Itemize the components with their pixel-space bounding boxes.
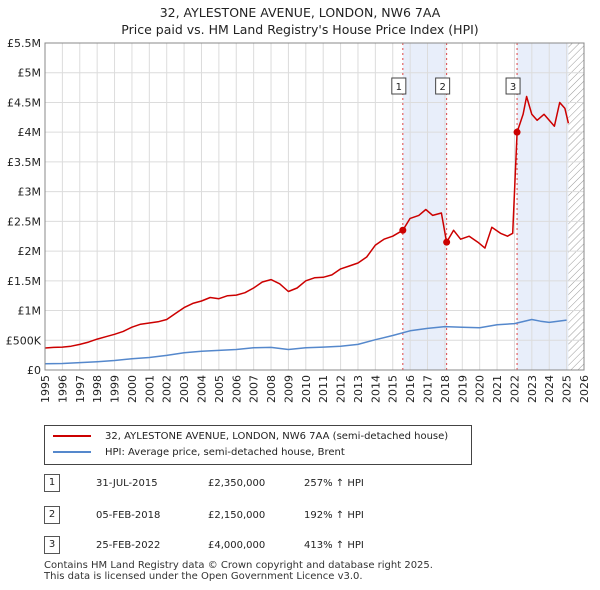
x-tick-label: 2001 xyxy=(143,375,156,403)
transaction-date: 31-JUL-2015 xyxy=(96,478,158,489)
transaction-date: 05-FEB-2018 xyxy=(96,510,161,521)
x-tick-label: 2003 xyxy=(178,375,191,403)
x-tick-label: 2015 xyxy=(387,375,400,403)
transaction-number: 2 xyxy=(44,506,60,524)
transaction-hpi: 192% ↑ HPI xyxy=(304,510,364,521)
hpi-series-line xyxy=(44,318,567,365)
x-tick-label: 2007 xyxy=(248,375,261,403)
x-tick-label: 2006 xyxy=(230,375,243,403)
sale-period-band xyxy=(517,43,569,370)
footer-attribution: Contains HM Land Registry data © Crown c… xyxy=(44,560,433,582)
x-tick-label: 2026 xyxy=(578,375,591,403)
x-tick-label: 2013 xyxy=(352,375,365,403)
x-axis-ticks: 1995 1996 1997 1998 1999 2000 2001 2002 2003 2004… xyxy=(39,375,591,403)
sale-labels: 1 2 3 xyxy=(391,77,521,95)
y-tick-label: £4.5M xyxy=(7,96,41,109)
x-tick-label: 1998 xyxy=(91,375,104,403)
grid-lines xyxy=(44,42,585,371)
transaction-price: £2,150,000 xyxy=(208,510,266,521)
transaction-price: £4,000,000 xyxy=(208,540,266,551)
y-tick-label: £0 xyxy=(27,364,41,377)
x-tick-label: 2020 xyxy=(474,375,487,403)
x-tick-label: 2016 xyxy=(404,375,417,403)
y-tick-label: £3.5M xyxy=(7,156,41,169)
sale-label-box xyxy=(505,77,521,95)
transaction-hpi: 257% ↑ HPI xyxy=(304,478,364,489)
sale-points xyxy=(399,128,521,246)
forecast-hatch xyxy=(568,43,584,370)
transaction-hpi: 413% ↑ HPI xyxy=(304,540,364,551)
x-tick-label: 1996 xyxy=(56,375,69,403)
sale-label-text: 3 xyxy=(510,82,516,93)
sale-label-text: 1 xyxy=(396,82,402,93)
y-tick-label: £1.5M xyxy=(7,275,41,288)
x-tick-label: 1999 xyxy=(109,375,122,403)
sale-label-text: 2 xyxy=(439,82,445,93)
x-tick-label: 2005 xyxy=(213,375,226,403)
sale-point xyxy=(513,128,521,136)
transaction-date: 25-FEB-2022 xyxy=(96,540,161,551)
x-tick-label: 1995 xyxy=(39,375,52,403)
y-tick-label: £3M xyxy=(18,186,42,199)
x-tick-label: 2008 xyxy=(265,375,278,403)
x-tick-label: 2014 xyxy=(369,375,382,403)
series-lines xyxy=(44,95,570,365)
x-tick-label: 2011 xyxy=(317,375,330,403)
chart-title-line1: 32, AYLESTONE AVENUE, LONDON, NW6 7AA xyxy=(159,5,441,20)
footer-line1: Contains HM Land Registry data © Crown c… xyxy=(44,560,433,571)
sale-label-box xyxy=(391,77,407,95)
legend-item-property: 32, AYLESTONE AVENUE, LONDON, NW6 7AA (s… xyxy=(53,429,448,445)
x-tick-label: 2002 xyxy=(161,375,174,403)
legend-swatch-property xyxy=(53,435,91,437)
y-tick-label: £5M xyxy=(18,67,42,80)
x-tick-label: 2024 xyxy=(543,375,556,403)
chart-title-line2: Price paid vs. HM Land Registry's House … xyxy=(121,22,479,37)
y-tick-label: £1M xyxy=(18,305,42,318)
legend-item-hpi: HPI: Average price, semi-detached house,… xyxy=(53,445,345,461)
x-tick-label: 2004 xyxy=(195,375,208,403)
x-tick-label: 2025 xyxy=(561,375,574,403)
legend: 32, AYLESTONE AVENUE, LONDON, NW6 7AA (s… xyxy=(44,425,472,465)
price-chart: 1 2 3 £0 £500K £1M £1.5M £2M £2.5M £3M £3.5M £4M £4… xyxy=(6,37,591,403)
y-tick-label: £4M xyxy=(18,126,42,139)
x-tick-label: 2021 xyxy=(491,375,504,403)
y-axis-ticks: £0 £500K £1M £1.5M £2M £2.5M £3M £3.5M £4M £4.5M £… xyxy=(6,37,42,377)
x-tick-label: 2012 xyxy=(335,375,348,403)
y-tick-label: £2M xyxy=(18,245,42,258)
x-tick-label: 2010 xyxy=(300,375,313,403)
x-tick-label: 2019 xyxy=(456,375,469,403)
plot-frame xyxy=(44,42,585,371)
y-tick-label: £2.5M xyxy=(7,215,41,228)
x-tick-label: 2017 xyxy=(422,375,435,403)
legend-label-property: 32, AYLESTONE AVENUE, LONDON, NW6 7AA (s… xyxy=(105,431,449,442)
x-tick-label: 2009 xyxy=(282,375,295,403)
legend-swatch-hpi xyxy=(53,451,91,453)
sale-label-box xyxy=(435,77,451,95)
footer-line2: This data is licensed under the Open Gov… xyxy=(44,571,363,582)
y-tick-label: £500K xyxy=(6,334,42,347)
x-tick-label: 2023 xyxy=(526,375,539,403)
x-tick-label: 2022 xyxy=(508,375,521,403)
x-tick-label: 2000 xyxy=(126,375,139,403)
transaction-number: 3 xyxy=(44,536,60,554)
x-tick-label: 1997 xyxy=(74,375,87,403)
property-series-line xyxy=(44,95,570,349)
transaction-number: 1 xyxy=(44,474,60,492)
transaction-price: £2,350,000 xyxy=(208,478,266,489)
y-tick-label: £5.5M xyxy=(7,37,41,50)
legend-label-hpi: HPI: Average price, semi-detached house,… xyxy=(105,447,345,458)
x-tick-label: 2018 xyxy=(439,375,452,403)
sale-point xyxy=(399,226,407,234)
chart-title: 32, AYLESTONE AVENUE, LONDON, NW6 7AA Pr… xyxy=(0,4,600,38)
sale-point xyxy=(443,238,451,246)
